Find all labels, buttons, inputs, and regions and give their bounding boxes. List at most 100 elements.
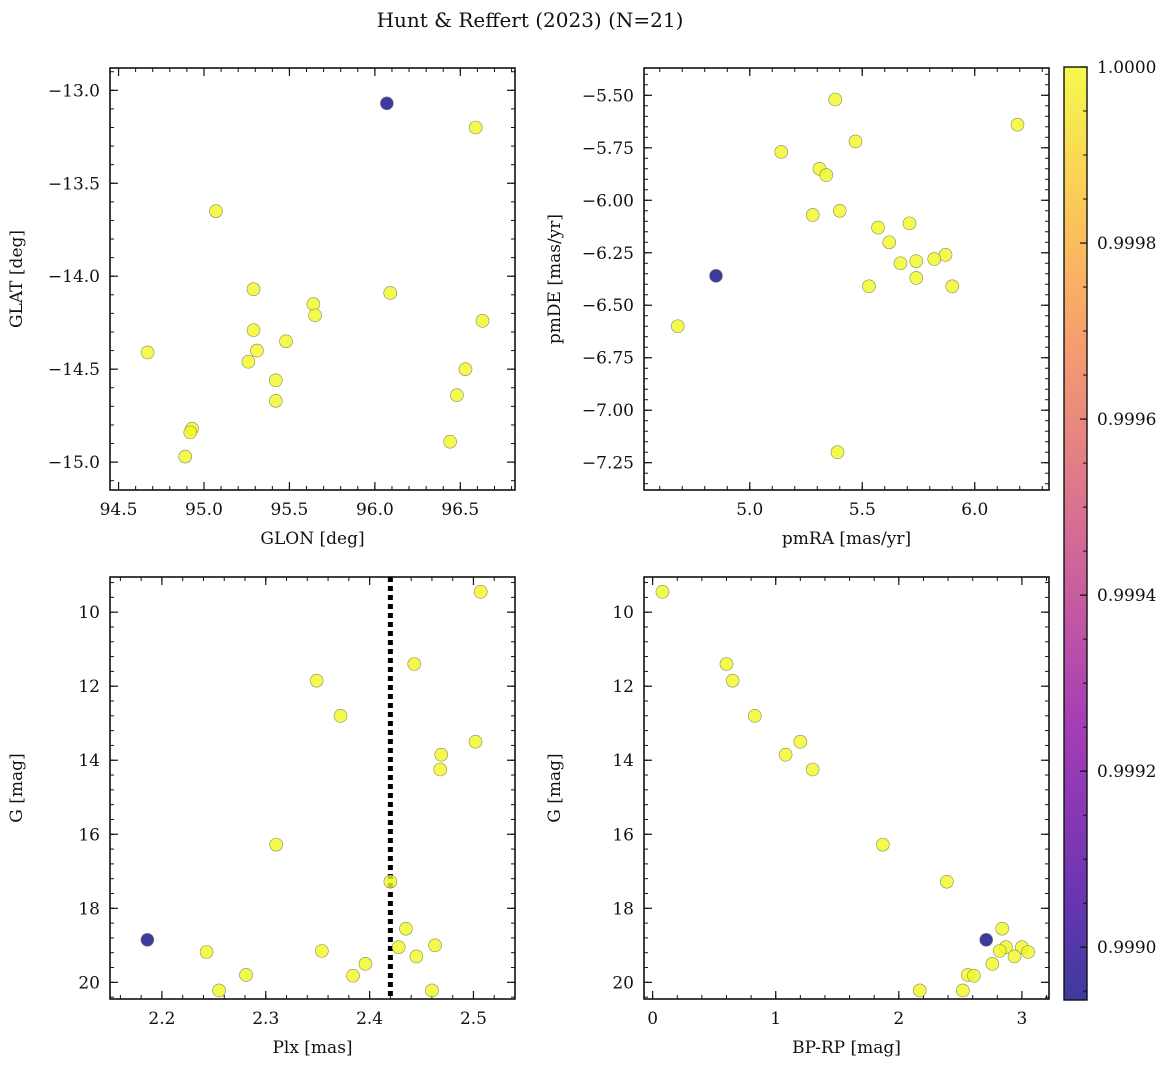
y-tick-label: 14 [612,751,634,771]
data-point [140,932,155,947]
x-tick-label: 2.2 [148,1009,175,1029]
x-axis-label: GLON [deg] [260,529,364,549]
colorbar-tick-label: 0.9998 [1097,234,1156,254]
data-point [209,204,223,218]
data-point [778,747,793,762]
data-point [268,393,283,408]
data-point [655,585,670,599]
data-point [450,388,464,402]
data-point [940,874,954,889]
data-point [250,343,264,358]
data-point [719,657,734,671]
x-tick-label: 2.3 [252,1009,279,1029]
axes-frame [109,576,516,1000]
data-point [747,709,762,723]
data-point [399,921,413,936]
y-tick-label: 20 [78,973,100,993]
data-point [670,319,685,334]
data-point [279,334,293,349]
data-point [383,874,398,889]
y-tick-label: −15.0 [48,453,100,473]
x-tick-label: 96.5 [441,500,479,520]
y-tick-label: −13.5 [48,174,100,194]
data-point [346,968,360,983]
data-point [832,203,847,218]
data-point [805,208,820,222]
data-point [909,271,924,285]
data-point [882,235,897,250]
y-tick-label: −14.5 [48,360,100,380]
y-tick-label: 14 [78,751,100,771]
data-point [458,362,473,376]
y-tick-label: −13.0 [48,81,100,101]
data-point [967,968,981,983]
x-tick-label: 95.0 [185,500,223,520]
data-point [909,254,924,268]
y-tick-label: 12 [78,677,100,697]
data-point [434,747,449,762]
x-tick-label: 0 [647,1009,658,1029]
data-point [380,96,394,111]
panel-glon-glat: 94.5 95.0 95.5 96.0 96.5 −13.0 −13.5 −14.0 −14.5… [7,67,516,549]
y-tick-label: −7.00 [582,401,634,421]
data-point [468,734,483,749]
panel-plx-g: 2.2 2.3 2.4 2.5 10 12 14 16 18 20 Plx [mas] G [mag] [7,576,516,1058]
data-point [268,373,283,388]
x-axis-label: pmRA [mas/yr] [782,529,911,549]
y-tick-label: 16 [612,825,634,845]
colorbar-gradient [1063,66,1088,1001]
data-point [473,585,488,599]
y-tick-label: −6.50 [582,296,634,316]
x-tick-label: 1 [770,1009,781,1029]
x-axis-label: Plx [mas] [272,1038,352,1058]
x-tick-label: 6.0 [961,500,988,520]
data-point [985,957,1000,971]
data-point [407,657,422,671]
data-point [862,279,876,294]
data-point [409,949,424,964]
data-point [391,940,406,954]
x-tick-label: 5.5 [849,500,876,520]
y-tick-label: 16 [78,825,100,845]
y-tick-label: −6.75 [582,349,634,369]
data-point [912,983,927,998]
data-point [828,92,843,107]
x-tick-label: 94.5 [100,500,138,520]
data-point [819,168,834,182]
panel-pmra-pmde: 5.0 5.5 6.0 −5.50 −5.75 −6.00 −6.25 −6.50 −6.75 −… [545,67,1050,549]
x-tick-label: 2 [893,1009,904,1029]
y-tick-label: −6.00 [582,191,634,211]
data-point [315,944,329,958]
colorbar-tick-label: 0.9990 [1097,938,1156,958]
data-point [871,220,885,235]
data-point [183,425,198,440]
x-tick-label: 96.0 [356,500,394,520]
data-point [358,957,373,971]
data-point [876,837,890,852]
axes-frame [109,67,516,491]
data-point [992,944,1007,958]
y-tick-label: 12 [612,677,634,697]
y-axis-label: GLAT [deg] [7,230,27,328]
data-point [443,434,457,449]
data-point [927,252,942,266]
y-axis-label: G [mag] [545,753,565,822]
data-point [333,709,348,723]
y-tick-label: −6.25 [582,244,634,264]
data-point [140,345,155,360]
y-axis-label: G [mag] [7,753,27,822]
y-tick-label: 18 [78,899,100,919]
data-point [830,445,845,460]
data-point [241,354,256,369]
data-point [246,282,261,297]
x-tick-label: 2.5 [460,1009,487,1029]
data-point [239,968,253,982]
data-point [246,323,261,337]
y-axis-label: pmDE [mas/yr] [545,214,565,344]
x-tick-label: 3 [1017,1009,1028,1029]
data-point [178,449,192,464]
data-point [269,837,283,852]
y-tick-label: −7.25 [582,454,634,474]
colorbar-tick-label: 0.9996 [1097,410,1156,430]
